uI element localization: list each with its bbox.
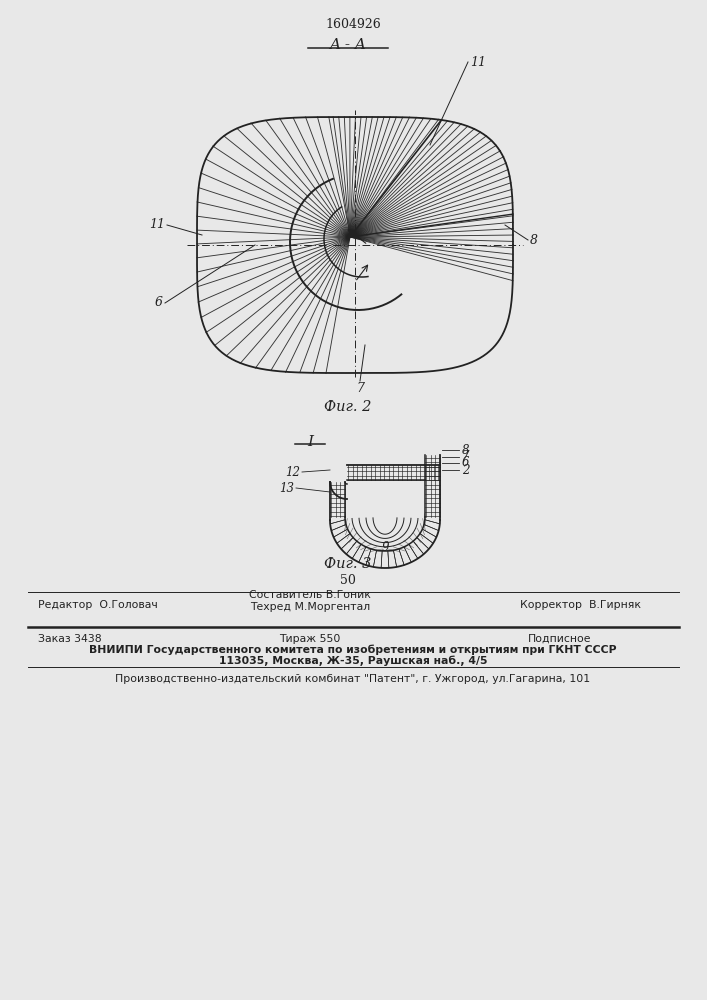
Text: Фиг. 3: Фиг. 3 xyxy=(325,557,372,571)
Text: Техред М.Моргентал: Техред М.Моргентал xyxy=(250,602,370,612)
Text: A - A: A - A xyxy=(329,38,366,52)
Text: 9: 9 xyxy=(381,541,389,554)
Text: 8: 8 xyxy=(530,233,538,246)
Text: 6: 6 xyxy=(155,296,163,310)
Text: 6: 6 xyxy=(462,456,469,470)
Text: 1604926: 1604926 xyxy=(325,18,381,31)
Text: Редактор  О.Головач: Редактор О.Головач xyxy=(38,600,158,610)
Text: Составитель В.Гоник: Составитель В.Гоник xyxy=(249,590,371,600)
Text: 113035, Москва, Ж-35, Раушская наб., 4/5: 113035, Москва, Ж-35, Раушская наб., 4/5 xyxy=(218,656,487,666)
Text: 8: 8 xyxy=(462,444,469,456)
Text: Заказ 3438: Заказ 3438 xyxy=(38,634,102,644)
Text: 11: 11 xyxy=(470,55,486,68)
Text: 12: 12 xyxy=(285,466,300,479)
Text: Корректор  В.Гирняк: Корректор В.Гирняк xyxy=(520,600,641,610)
Text: ВНИИПИ Государственного комитета по изобретениям и открытиям при ГКНТ СССР: ВНИИПИ Государственного комитета по изоб… xyxy=(89,645,617,655)
Text: 11: 11 xyxy=(149,219,165,232)
Text: 7: 7 xyxy=(462,450,469,464)
Text: Производственно-издательский комбинат "Патент", г. Ужгород, ул.Гагарина, 101: Производственно-издательский комбинат "П… xyxy=(115,674,590,684)
Text: 2: 2 xyxy=(462,464,469,477)
Text: 13: 13 xyxy=(279,482,294,494)
Text: Подписное: Подписное xyxy=(528,634,592,644)
Text: 7: 7 xyxy=(356,382,364,395)
Text: 50: 50 xyxy=(340,574,356,587)
Text: Фиг. 2: Фиг. 2 xyxy=(325,400,372,414)
Text: I: I xyxy=(307,435,313,449)
Text: Тираж 550: Тираж 550 xyxy=(279,634,341,644)
